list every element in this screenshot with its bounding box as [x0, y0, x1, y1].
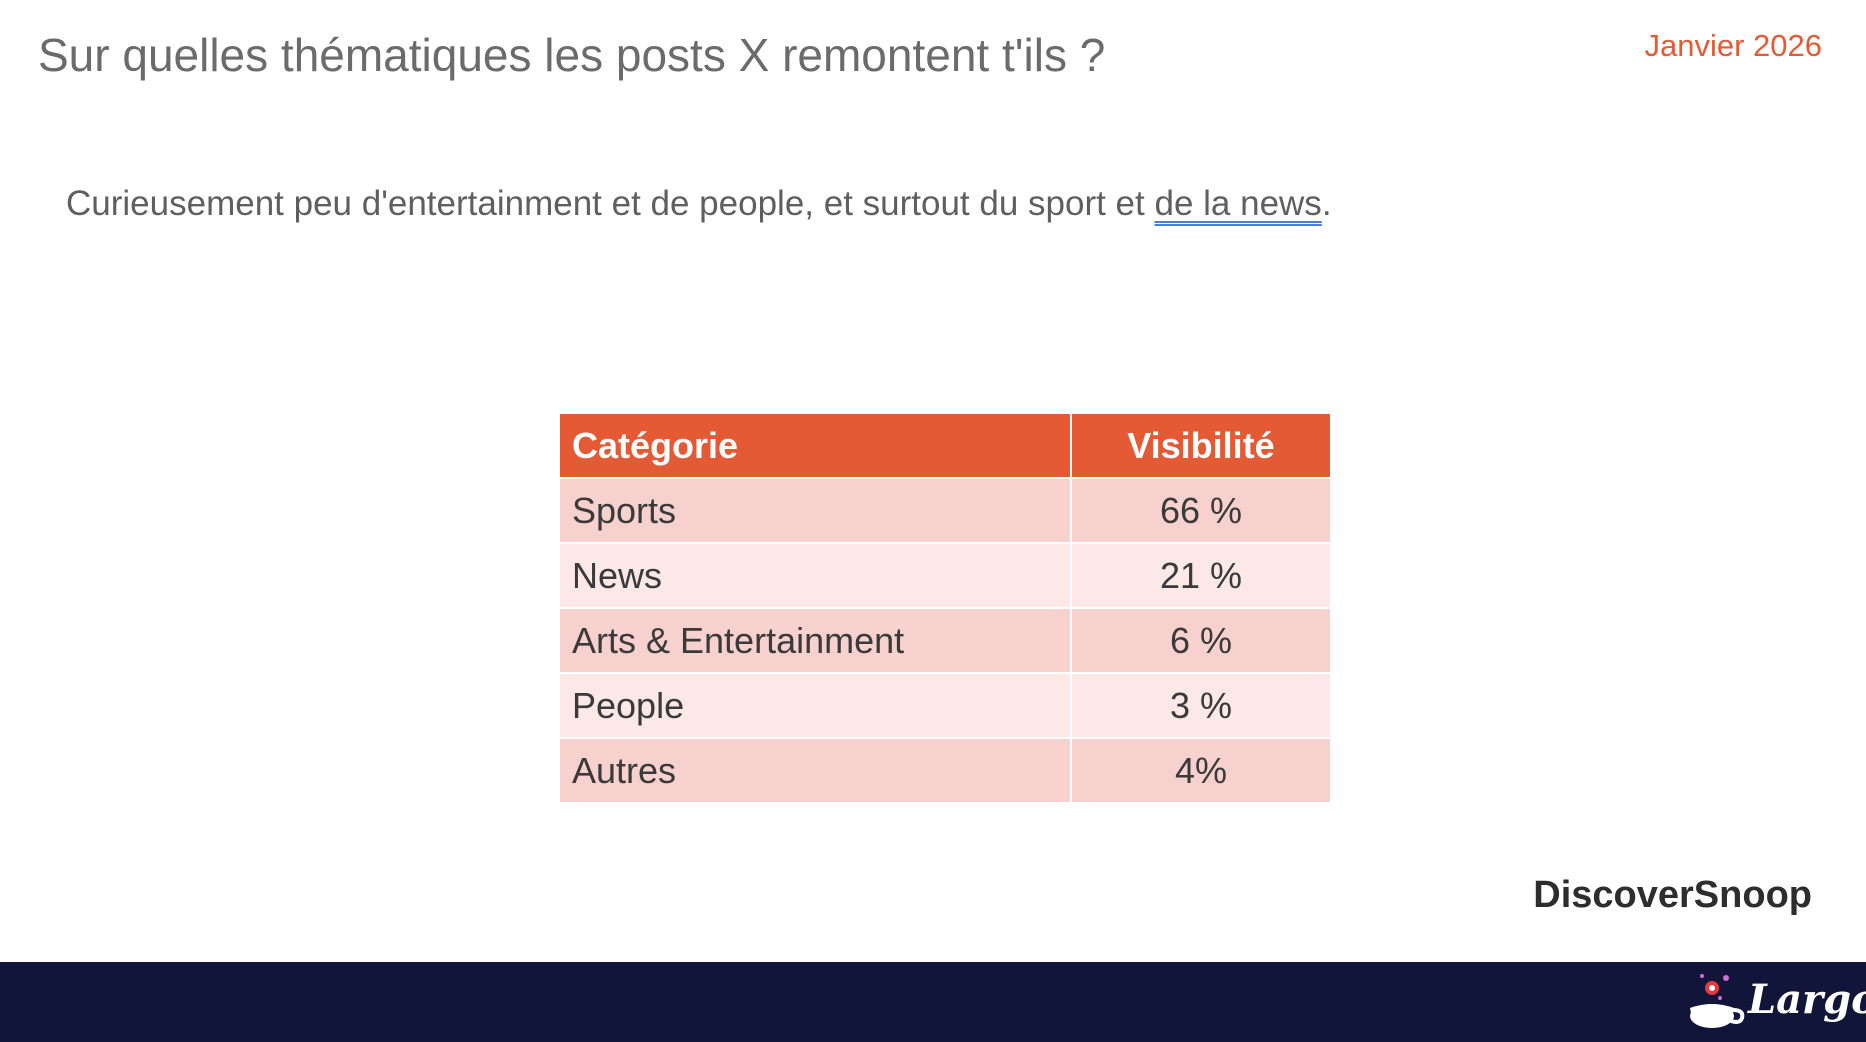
table-row: Sports 66 % — [558, 477, 1332, 544]
news-link[interactable]: de la news — [1154, 184, 1322, 223]
subtitle: Curieusement peu d'entertainment et de p… — [66, 184, 1332, 224]
row-visibility: 6 % — [1070, 607, 1332, 674]
coffee-cup-icon — [1690, 974, 1745, 1028]
brand-name: DiscoverSnoop — [1533, 874, 1812, 916]
row-visibility: 21 % — [1070, 542, 1332, 609]
row-category: People — [558, 672, 1072, 739]
table-row: Autres 4% — [558, 737, 1332, 804]
row-category: News — [558, 542, 1072, 609]
row-category: Sports — [558, 477, 1072, 544]
row-category: Autres — [558, 737, 1072, 804]
row-visibility: 3 % — [1070, 672, 1332, 739]
header-visibility: Visibilité — [1070, 412, 1332, 479]
table-row: News 21 % — [558, 542, 1332, 609]
subtitle-end: . — [1321, 184, 1332, 223]
row-visibility: 66 % — [1070, 477, 1332, 544]
row-visibility: 4% — [1070, 737, 1332, 804]
date-label: Janvier 2026 — [1644, 28, 1822, 63]
table-header-row: Catégorie Visibilité — [558, 412, 1332, 479]
subtitle-text: Curieusement peu d'entertainment et de p… — [66, 184, 1155, 223]
visibility-table: Catégorie Visibilité Sports 66 % News 21… — [558, 412, 1332, 804]
logo-text: Largow — [1748, 976, 1866, 1023]
row-category: Arts & Entertainment — [558, 607, 1072, 674]
largow-logo: Largow — [1686, 966, 1866, 1036]
table-row: Arts & Entertainment 6 % — [558, 607, 1332, 674]
page-title: Sur quelles thématiques les posts X remo… — [38, 29, 1106, 81]
footer-bar: Largow — [0, 962, 1866, 1042]
header-category: Catégorie — [558, 412, 1072, 479]
table-row: People 3 % — [558, 672, 1332, 739]
